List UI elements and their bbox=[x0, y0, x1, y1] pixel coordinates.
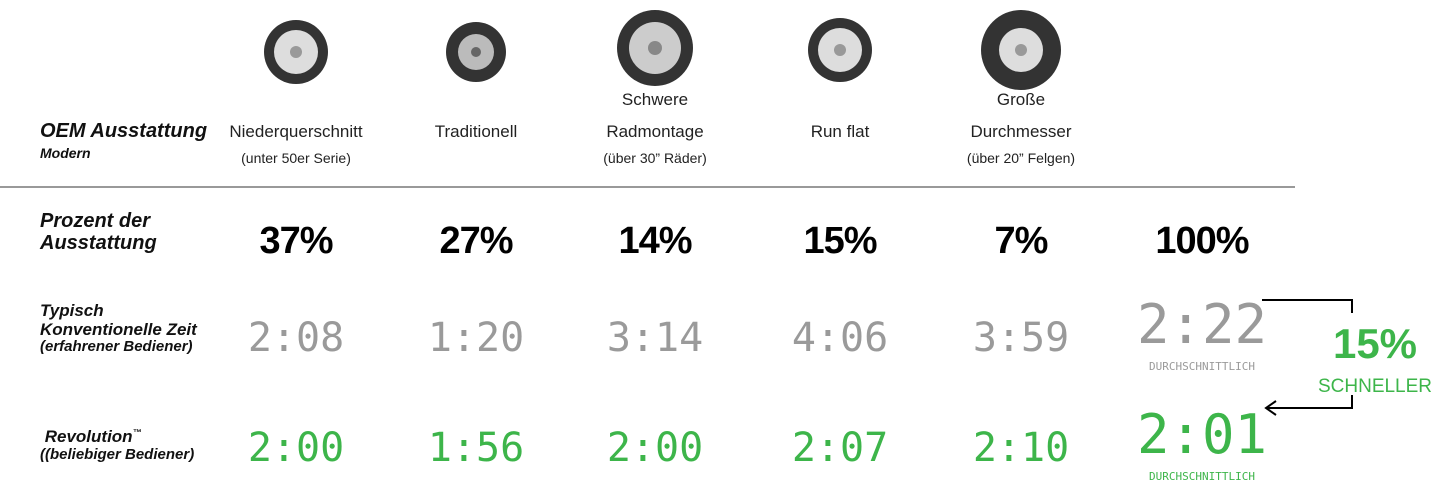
comparison-label: SCHNELLER bbox=[1318, 376, 1432, 398]
column-note: (unter 50er Serie) bbox=[241, 150, 351, 166]
column-name: Radmontage bbox=[606, 122, 703, 142]
total-value: 2:22 bbox=[1137, 293, 1267, 356]
trademark: ™ bbox=[133, 427, 142, 437]
column-name: Durchmesser bbox=[970, 122, 1071, 142]
total-value: 2:01 bbox=[1137, 403, 1267, 466]
row-label: Revolution™ ((beliebiger Bediener) bbox=[40, 428, 194, 463]
cell-value: 27% bbox=[439, 220, 512, 263]
page: OEM Ausstattung Modern Prozent derAussta… bbox=[0, 0, 1445, 492]
label-line: ((beliebiger Bediener) bbox=[40, 447, 194, 464]
label-line: Typisch bbox=[40, 302, 197, 321]
tires bbox=[264, 10, 1061, 90]
label-line: (erfahrener Bediener) bbox=[40, 339, 197, 356]
total-label: DURCHSCHNITTLICH bbox=[1149, 470, 1255, 483]
cell-value: 2:10 bbox=[973, 425, 1069, 471]
column-note: (über 30” Räder) bbox=[603, 150, 707, 166]
cell-value: 7% bbox=[995, 220, 1048, 263]
cell-value: 37% bbox=[259, 220, 332, 263]
label-line: Revolution bbox=[45, 427, 133, 446]
column-name: Run flat bbox=[811, 122, 870, 142]
label-line: Prozent der bbox=[40, 210, 157, 232]
label-line: Konventionelle Zeit bbox=[40, 321, 197, 340]
total-value: 100% bbox=[1155, 220, 1248, 263]
total-label: DURCHSCHNITTLICH bbox=[1149, 360, 1255, 373]
header-title: OEM Ausstattung bbox=[40, 120, 207, 142]
cell-value: 14% bbox=[618, 220, 691, 263]
bracket bbox=[1262, 300, 1352, 313]
cell-value: 1:20 bbox=[428, 315, 524, 361]
column-name: Traditionell bbox=[435, 122, 518, 142]
comparison-value: 15% bbox=[1333, 320, 1417, 368]
column-top: Schwere bbox=[622, 90, 688, 110]
cell-value: 2:08 bbox=[248, 315, 344, 361]
column-note: (über 20” Felgen) bbox=[967, 150, 1075, 166]
cell-value: 2:07 bbox=[792, 425, 888, 471]
cell-value: 3:14 bbox=[607, 315, 703, 361]
label-line: Ausstattung bbox=[40, 232, 157, 254]
column-top: Große bbox=[997, 90, 1045, 110]
cell-value: 3:59 bbox=[973, 315, 1069, 361]
header-subtitle: Modern bbox=[40, 146, 91, 161]
cell-value: 2:00 bbox=[607, 425, 703, 471]
cell-value: 4:06 bbox=[792, 315, 888, 361]
column-name: Niederquerschnitt bbox=[229, 122, 362, 142]
cell-value: 2:00 bbox=[248, 425, 344, 471]
arrow bbox=[1266, 395, 1352, 415]
cell-value: 1:56 bbox=[428, 425, 524, 471]
cell-value: 15% bbox=[803, 220, 876, 263]
